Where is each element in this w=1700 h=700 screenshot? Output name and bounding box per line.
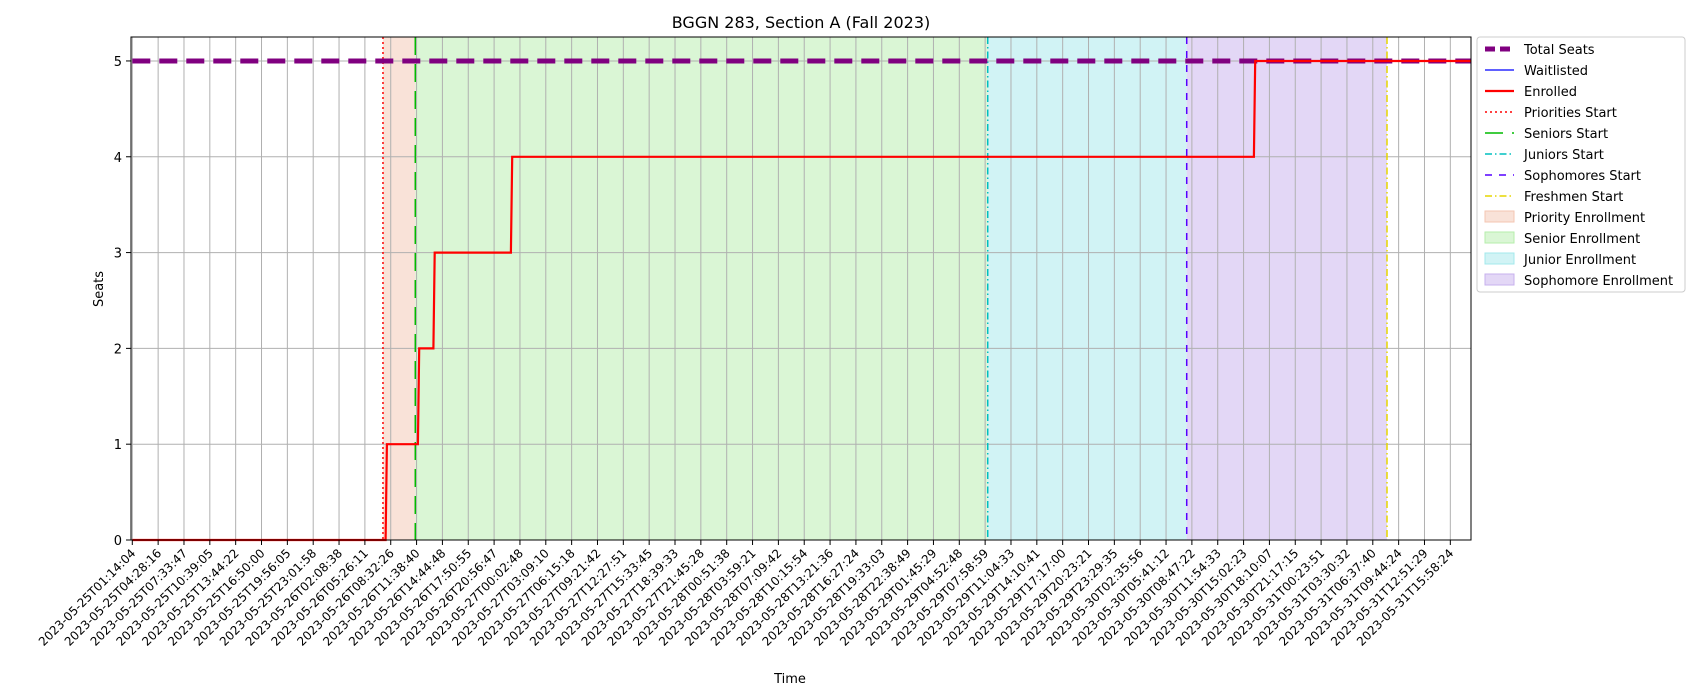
y-tick-label: 2 [114, 342, 122, 357]
legend-swatch-sophomore-enrollment [1484, 273, 1515, 286]
y-tick-label: 0 [114, 534, 122, 549]
x-axis-ticks: 2023-05-25T01:14:042023-05-25T04:28:1620… [36, 540, 1456, 649]
y-tick-label: 3 [114, 247, 122, 262]
legend-swatch-senior-enrollment [1484, 231, 1515, 244]
series-enrolled [132, 59, 1471, 542]
span-junior-enrollment [987, 37, 1187, 540]
legend-label-seniors-start: Seniors Start [1524, 127, 1608, 142]
enrollment-spans [382, 37, 1388, 540]
span-senior-enrollment [415, 37, 988, 540]
y-tick-label: 1 [114, 438, 122, 453]
y-axis-label: Seats [92, 271, 107, 307]
legend-label-enrolled: Enrolled [1524, 85, 1577, 100]
plot-frame [130, 36, 1472, 541]
x-axis-label: Time [773, 672, 806, 687]
grid-lines [131, 37, 1471, 541]
legend-label-juniors-start: Juniors Start [1523, 148, 1604, 163]
legend-label-sophomore-enrollment: Sophomore Enrollment [1524, 274, 1673, 289]
phase-start-lines [382, 37, 1388, 540]
y-tick-label: 5 [114, 55, 122, 70]
span-priority-enrollment [382, 37, 416, 540]
legend-swatch-junior-enrollment [1484, 252, 1515, 265]
legend-label-total-seats: Total Seats [1523, 43, 1595, 58]
legend-label-sophomores-start: Sophomores Start [1524, 169, 1641, 184]
y-tick-label: 4 [114, 151, 122, 166]
legend-label-junior-enrollment: Junior Enrollment [1523, 253, 1636, 268]
span-sophomore-enrollment [1186, 37, 1388, 540]
y-axis-ticks: 0 1 2 3 4 5 [114, 55, 131, 549]
legend-label-priority-enrollment: Priority Enrollment [1524, 211, 1645, 226]
legend-frame [1476, 36, 1686, 293]
data-series [132, 58, 1471, 542]
legend-label-senior-enrollment: Senior Enrollment [1524, 232, 1640, 247]
legend-label-waitlisted: Waitlisted [1524, 64, 1588, 79]
legend-label-freshmen-start: Freshmen Start [1524, 190, 1623, 205]
legend-label-priorities-start: Priorities Start [1524, 106, 1617, 121]
legend-swatch-priority-enrollment [1484, 210, 1515, 223]
legend: Total Seats Waitlisted Enrolled Priorities … [1476, 36, 1686, 293]
chart-title: BGGN 283, Section A (Fall 2023) [672, 13, 931, 32]
